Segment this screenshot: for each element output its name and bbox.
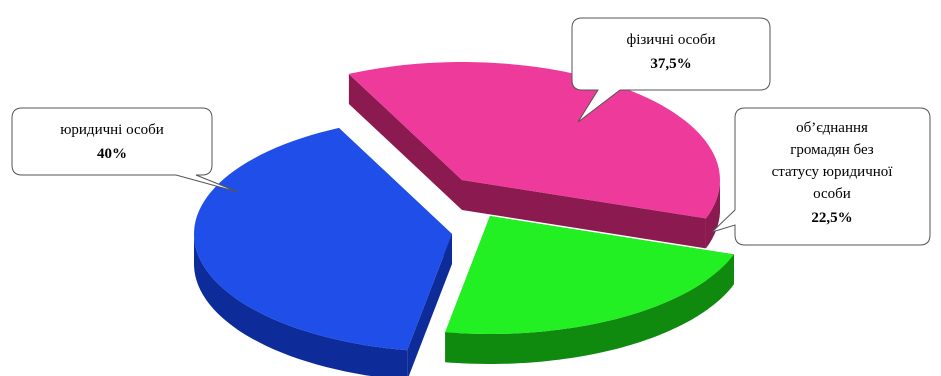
callout-legal-entities: юридичні особи 40% — [12, 108, 238, 192]
slice-value: 40% — [97, 146, 127, 162]
slice-label: фізичні особи — [626, 32, 715, 48]
pie-slices-layer — [194, 62, 734, 376]
callout-citizen-associations: об’єднання громадян без статусу юридично… — [712, 108, 930, 245]
slice-label-line: об’єднання — [796, 120, 868, 136]
slice-label-line: особи — [813, 186, 851, 202]
slice-label-line: статусу юридичної — [772, 164, 894, 180]
slice-value: 22,5% — [811, 210, 852, 226]
slice-value: 37,5% — [650, 56, 691, 72]
pie-slice — [194, 128, 452, 376]
slice-label: юридичні особи — [60, 122, 164, 138]
slice-label-line: громадян без — [790, 142, 873, 158]
